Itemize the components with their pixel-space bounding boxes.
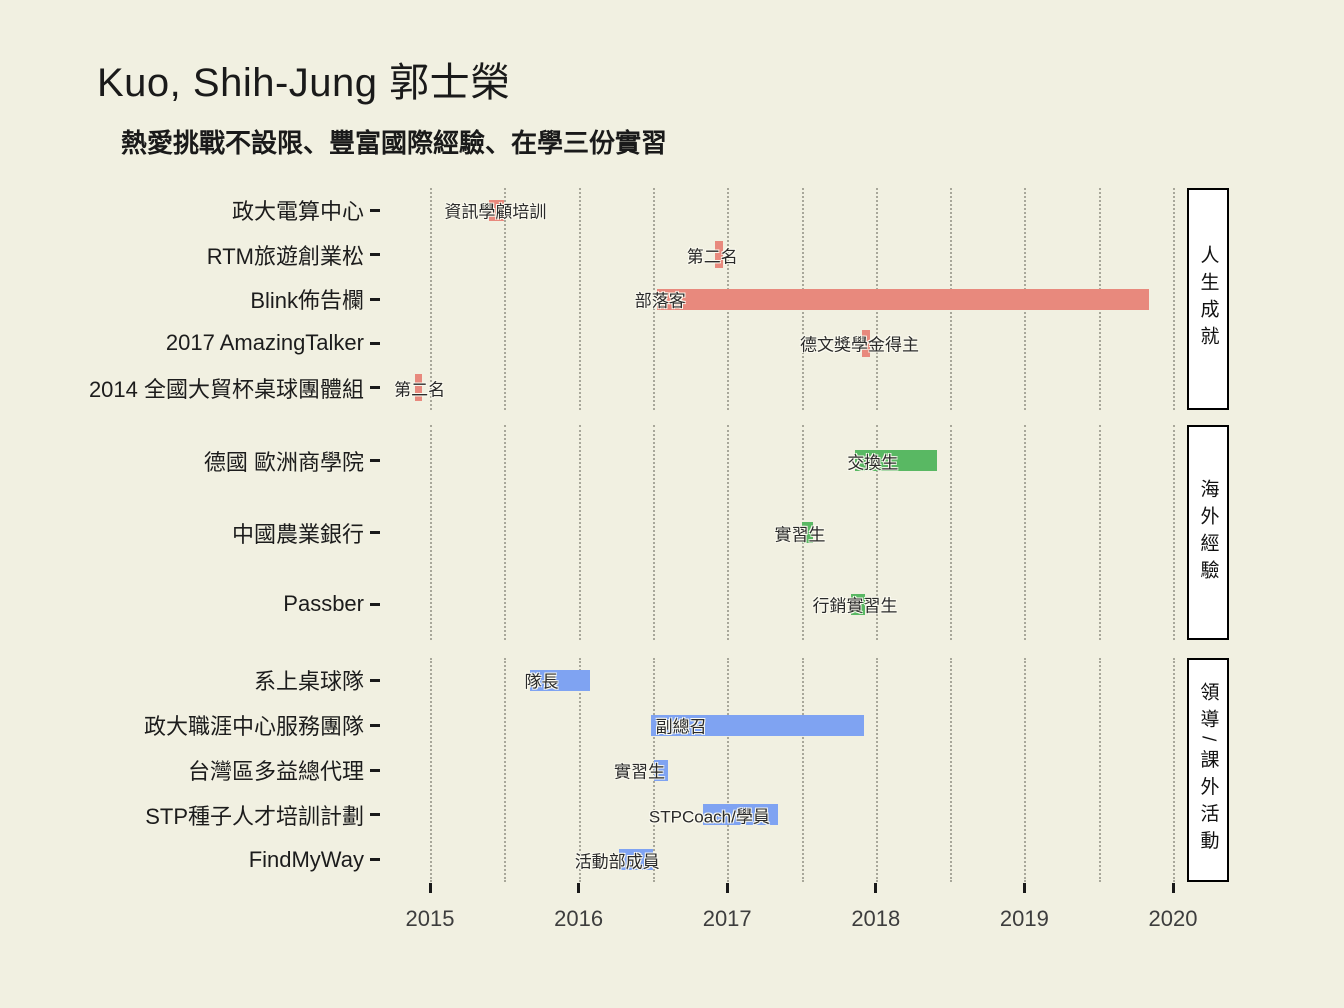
- bar-annotation: 交換生: [847, 453, 899, 473]
- facet-strip: 領導/課外活動: [1187, 658, 1229, 882]
- gridline: [950, 425, 953, 640]
- timeline-bar: [657, 288, 1150, 310]
- timeline-bar: [862, 329, 870, 357]
- bar-annotation: 第二名: [394, 380, 446, 400]
- y-axis-tick: [370, 858, 380, 862]
- row-label: 系上桌球隊: [253, 669, 364, 695]
- x-axis-tick: [874, 883, 878, 893]
- facet-strip-label: 領導/課外活動: [1197, 682, 1219, 858]
- timeline-bar: [415, 374, 423, 402]
- y-axis-tick: [370, 678, 380, 682]
- x-axis-tick: [725, 883, 729, 893]
- y-axis-tick: [370, 723, 380, 727]
- gridline: [801, 658, 804, 882]
- gridline: [1098, 658, 1101, 882]
- y-axis-tick: [370, 602, 380, 606]
- row-label: 台灣區多益總代理: [187, 759, 364, 784]
- gridline: [430, 425, 432, 640]
- bar-annotation: 活動部成員: [574, 852, 660, 872]
- row-label: 中國農業銀行: [231, 521, 364, 547]
- x-axis-label: 2016: [554, 906, 604, 931]
- row-label: Blink佈告欄: [250, 288, 364, 313]
- page-title: Kuo, Shih-Jung 郭士榮: [97, 61, 511, 105]
- gridline: [875, 658, 878, 882]
- bar-annotation: 德文獎學金得主: [800, 335, 919, 355]
- bar-annotation: 實習生: [774, 525, 826, 544]
- y-axis-tick: [370, 253, 380, 257]
- row-label: Passber: [283, 591, 364, 617]
- x-axis-tick: [577, 883, 581, 893]
- row-label: 德國 歐洲商學院: [203, 449, 364, 475]
- timeline-bar: [703, 804, 778, 826]
- gridline: [504, 188, 507, 410]
- bar-annotation: 部落客: [634, 291, 686, 311]
- timeline-bar: [529, 669, 591, 691]
- y-axis-tick: [370, 768, 380, 772]
- gridline: [504, 658, 507, 882]
- timeline-bar: [489, 199, 505, 221]
- bar-annotation: STPCoach/學員: [648, 807, 770, 827]
- row-label: 政大電算中心: [231, 199, 364, 225]
- gridline: [950, 658, 953, 882]
- gridline: [1024, 425, 1027, 640]
- x-axis-label: 2019: [999, 906, 1049, 931]
- gridline: [430, 188, 432, 410]
- page-subtitle: 熱愛挑戰不設限、豐富國際經驗、在學三份實習: [121, 128, 668, 158]
- bar-annotation: 副總召: [655, 717, 707, 737]
- y-axis-tick: [370, 459, 380, 463]
- x-axis-label: 2020: [1148, 906, 1198, 931]
- y-axis-tick: [370, 531, 380, 534]
- y-axis-tick: [370, 297, 380, 301]
- bar-annotation: 實習生: [614, 762, 665, 782]
- gridline: [727, 425, 730, 640]
- timeline-bar: [850, 593, 866, 615]
- y-axis-tick: [370, 208, 380, 212]
- y-axis-tick: [370, 386, 380, 390]
- gridline: [1024, 658, 1027, 882]
- gridline: [1173, 425, 1175, 640]
- bar-annotation: 資訊學顧培訓: [444, 202, 547, 222]
- bar-annotation: 第二名: [686, 247, 738, 267]
- gridline: [1173, 658, 1175, 882]
- x-axis-label: 2015: [405, 906, 455, 931]
- x-axis-label: 2018: [851, 906, 901, 931]
- gridline: [578, 188, 581, 410]
- y-axis-tick: [370, 341, 380, 345]
- timeline-bar: [801, 522, 814, 543]
- x-axis-label: 2017: [702, 906, 752, 931]
- bar-annotation: 行銷實習生: [812, 596, 898, 616]
- x-axis-tick: [1022, 883, 1026, 893]
- gridline: [652, 188, 655, 410]
- gridline: [727, 658, 730, 882]
- timeline-bar: [651, 714, 864, 736]
- timeline-bar: [855, 450, 937, 472]
- gridline: [652, 425, 655, 640]
- x-axis-tick: [428, 883, 432, 893]
- row-label: 政大職涯中心服務團隊: [143, 714, 364, 740]
- x-axis-tick: [1171, 883, 1175, 893]
- y-axis-tick: [370, 813, 380, 817]
- row-label: STP種子人才培訓計劃: [145, 803, 364, 829]
- gridline: [1098, 425, 1101, 640]
- timeline-bar: [715, 241, 723, 269]
- facet-strip: 海外經驗: [1187, 425, 1229, 640]
- facet-strip-label: 人生成就: [1197, 245, 1219, 353]
- gridline: [1173, 188, 1175, 410]
- gridline: [504, 425, 507, 640]
- gridline: [875, 425, 878, 640]
- gridline: [578, 658, 581, 882]
- row-label: 2014 全國大貿杯桌球團體組: [88, 376, 364, 402]
- bar-annotation: 隊長: [524, 672, 559, 692]
- gridline: [430, 658, 432, 882]
- timeline-bar: [654, 759, 668, 781]
- row-label: RTM旅遊創業松: [206, 243, 364, 269]
- facet-strip: 人生成就: [1187, 188, 1229, 410]
- gridline: [578, 425, 581, 640]
- timeline-bar: [618, 849, 653, 871]
- facet-strip-label: 海外經驗: [1197, 478, 1219, 587]
- row-label: 2017 AmazingTalker: [165, 330, 364, 356]
- gridline: [652, 658, 655, 882]
- row-label: FindMyWay: [248, 846, 364, 872]
